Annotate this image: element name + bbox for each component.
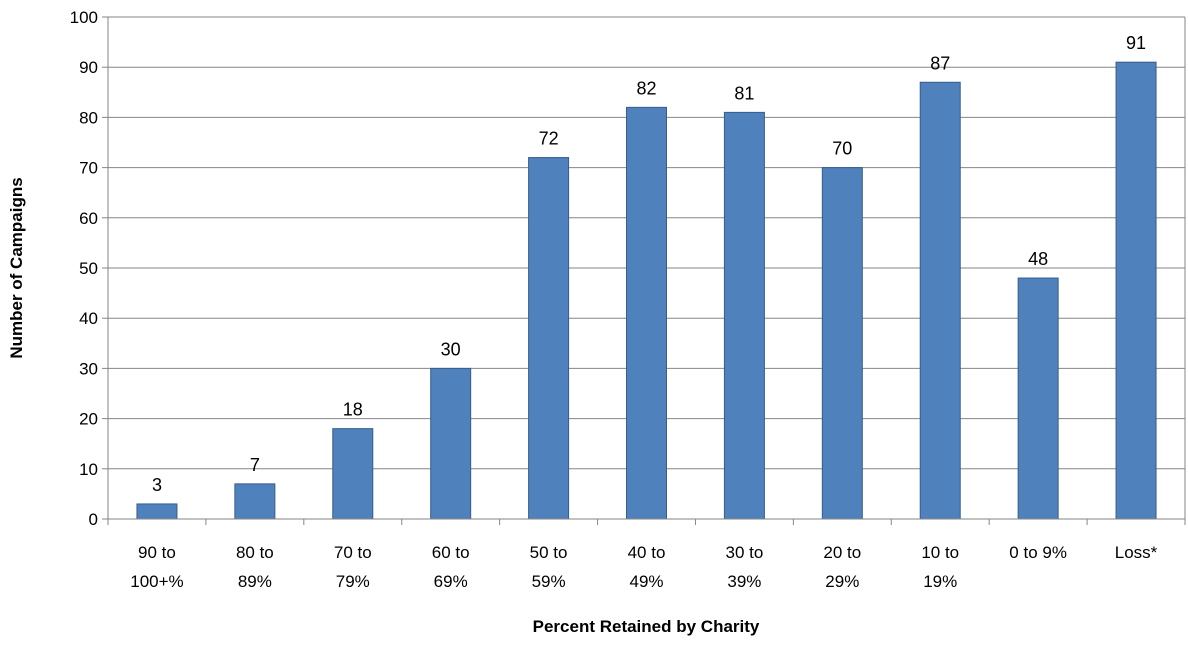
x-tick-label: 70 to bbox=[334, 543, 372, 562]
x-tick-labels: 90 to 100+% 80 to 89% 70 to 79% 60 to 69% 50 to 5… bbox=[130, 543, 1157, 591]
bar bbox=[919, 81, 961, 520]
x-tick-label: 80 to bbox=[236, 543, 274, 562]
data-label: 18 bbox=[343, 400, 363, 420]
bar bbox=[626, 106, 667, 520]
data-label: 7 bbox=[250, 455, 260, 475]
y-tick-label: 90 bbox=[79, 58, 98, 77]
y-axis-title: Number of Campaigns bbox=[7, 177, 26, 358]
y-tick-label: 70 bbox=[79, 159, 98, 178]
x-tick-label: 69% bbox=[434, 572, 468, 591]
bar bbox=[1115, 61, 1157, 520]
bars bbox=[136, 61, 1157, 520]
x-tick-label: 10 to bbox=[921, 543, 959, 562]
y-tick-label: 10 bbox=[79, 460, 98, 479]
x-tick-label: 20 to bbox=[823, 543, 861, 562]
bar bbox=[332, 428, 374, 520]
x-axis-title: Percent Retained by Charity bbox=[533, 617, 760, 636]
y-tick-label: 40 bbox=[79, 309, 98, 328]
y-tick-label: 60 bbox=[79, 209, 98, 228]
x-tick-label: 0 to 9% bbox=[1009, 543, 1067, 562]
data-label: 30 bbox=[441, 339, 461, 359]
bar bbox=[821, 167, 863, 520]
y-tick-label: 30 bbox=[79, 359, 98, 378]
data-label: 87 bbox=[930, 53, 950, 73]
x-tick-label: 39% bbox=[727, 572, 761, 591]
x-tick-label: 19% bbox=[923, 572, 957, 591]
data-label: 48 bbox=[1028, 249, 1048, 269]
data-label: 82 bbox=[636, 78, 656, 98]
bar bbox=[1017, 277, 1059, 520]
x-tick-label: Loss* bbox=[1115, 543, 1158, 562]
x-tick-label: 30 to bbox=[726, 543, 764, 562]
y-tick-label: 0 bbox=[89, 510, 98, 529]
x-tick-label: 79% bbox=[336, 572, 370, 591]
data-label: 91 bbox=[1126, 33, 1146, 53]
x-tick-label: 40 to bbox=[628, 543, 666, 562]
y-tick-label: 80 bbox=[79, 108, 98, 127]
x-tick-label: 29% bbox=[825, 572, 859, 591]
x-tick-label: 90 to bbox=[138, 543, 176, 562]
x-tick-label: 60 to bbox=[432, 543, 470, 562]
data-labels: 3 7 18 30 72 82 81 70 87 48 91 bbox=[152, 33, 1146, 495]
data-label: 81 bbox=[734, 83, 754, 103]
axes bbox=[102, 16, 1186, 525]
data-label: 3 bbox=[152, 475, 162, 495]
data-label: 72 bbox=[539, 129, 559, 149]
data-label: 70 bbox=[832, 139, 852, 159]
y-tick-labels: 0 10 20 30 40 50 60 70 80 90 100 bbox=[70, 8, 98, 529]
x-tick-label: 89% bbox=[238, 572, 272, 591]
y-tick-label: 50 bbox=[79, 259, 98, 278]
y-tick-label: 100 bbox=[70, 8, 98, 27]
y-tick-label: 20 bbox=[79, 410, 98, 429]
bar bbox=[723, 111, 765, 520]
x-tick-label: 100+% bbox=[130, 572, 183, 591]
x-tick-label: 50 to bbox=[530, 543, 568, 562]
bar bbox=[234, 483, 276, 520]
bar bbox=[528, 157, 570, 520]
bar bbox=[430, 367, 472, 520]
x-tick-label: 49% bbox=[629, 572, 663, 591]
bar bbox=[136, 503, 178, 520]
x-tick-label: 59% bbox=[532, 572, 566, 591]
